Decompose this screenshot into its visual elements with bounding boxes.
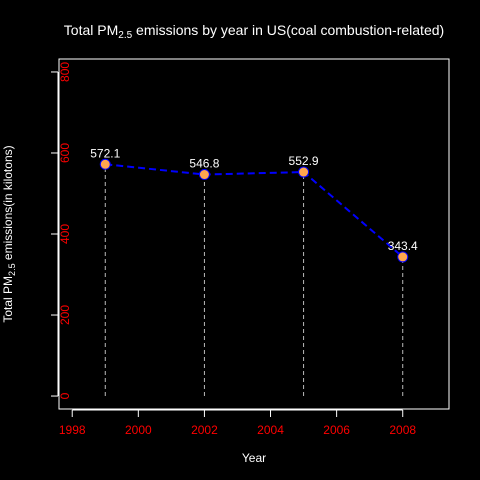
x-axis: 1998 2000 2002 2004 2006 2008 <box>59 409 416 437</box>
data-point <box>298 166 310 178</box>
data-label: 552.9 <box>289 154 319 168</box>
chart-title: Total PM2.5 emissions by year in US(coal… <box>64 22 444 41</box>
x-tick-label: 2002 <box>191 423 218 437</box>
x-tick-label: 2008 <box>389 423 416 437</box>
y-tick-label: 600 <box>58 143 72 163</box>
x-tick-label: 2006 <box>323 423 350 437</box>
y-axis-label: Total PM2.5 emissions(in kilotons) <box>1 145 17 322</box>
chart-title-subscript: 2.5 <box>118 30 132 41</box>
series-line <box>105 163 404 258</box>
data-point <box>397 251 409 263</box>
data-point <box>198 169 210 181</box>
y-tick-label: 800 <box>58 62 72 82</box>
x-tick-label: 1998 <box>59 423 86 437</box>
x-tick-label: 2000 <box>125 423 152 437</box>
data-point <box>99 158 111 170</box>
data-label: 572.1 <box>90 146 120 160</box>
data-label: 546.8 <box>189 157 219 171</box>
plot-box <box>58 58 450 410</box>
data-points <box>99 158 409 263</box>
y-tick-label: 0 <box>58 392 72 399</box>
series-line-group <box>105 163 404 258</box>
x-axis-label: Year <box>242 451 266 465</box>
y-tick-label: 200 <box>58 305 72 325</box>
x-tick-label: 2004 <box>257 423 284 437</box>
data-labels: 572.1 546.8 552.9 343.4 <box>90 146 418 253</box>
drop-lines <box>104 164 404 397</box>
y-tick-label: 400 <box>58 224 72 244</box>
data-label: 343.4 <box>388 239 418 253</box>
y-axis-label-subscript: 2.5 <box>7 263 17 276</box>
y-axis: 0 200 400 600 800 <box>51 62 72 399</box>
